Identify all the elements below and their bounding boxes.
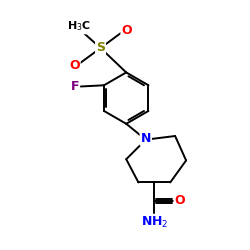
Text: O: O	[122, 24, 132, 38]
Text: N: N	[140, 132, 151, 145]
Text: H$_3$C: H$_3$C	[66, 20, 90, 34]
Text: S: S	[96, 42, 105, 54]
Text: F: F	[71, 80, 79, 93]
Text: O: O	[175, 194, 185, 207]
Text: NH$_2$: NH$_2$	[141, 215, 168, 230]
Text: O: O	[69, 58, 80, 71]
